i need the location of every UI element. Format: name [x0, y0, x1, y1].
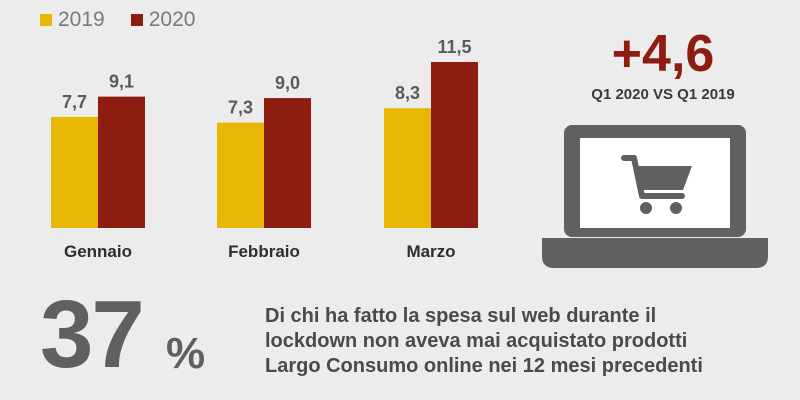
legend-label-2019: 2019 [58, 8, 105, 31]
stat-description: Di chi ha fatto la spesa sul web durante… [265, 304, 785, 379]
bar-2020-febbraio [264, 98, 311, 228]
kpi-caption: Q1 2020 VS Q1 2019 [591, 86, 735, 103]
stat-unit: % [166, 329, 206, 378]
legend-item-2019: 2019 [40, 8, 105, 32]
bar-2019-gennaio [51, 116, 98, 228]
legend-item-2020: 2020 [130, 8, 196, 32]
kpi-value: +4,6 [611, 25, 715, 83]
bar-2020-gennaio [98, 96, 145, 228]
data-label: 11,5 [437, 37, 471, 57]
legend-label-2020: 2020 [148, 8, 196, 31]
data-label: 7,7 [62, 92, 87, 112]
data-label: 8,3 [395, 83, 420, 103]
stat-description-line: Di chi ha fatto la spesa sul web durante… [265, 305, 657, 327]
bar-2019-marzo [384, 108, 431, 228]
stat-value: 37 [40, 281, 145, 388]
category-label: Gennaio [64, 242, 132, 261]
data-label: 7,3 [228, 98, 253, 118]
kpi-block: +4,6 Q1 2020 VS Q1 2019 [548, 24, 778, 103]
data-label: 9,1 [109, 72, 134, 92]
bar-chart: 7,7 9,1 Gennaio 7,3 9,0 Febbraio 8,3 11,5 Marzo [51, 37, 478, 261]
category-label: Marzo [406, 242, 455, 261]
stat-description-line: Largo Consumo online nei 12 mesi precede… [265, 355, 703, 377]
category-label: Febbraio [228, 242, 300, 261]
legend-swatch-2020 [130, 14, 143, 26]
stat-description-line: lockdown non aveva mai acquistato prodot… [265, 330, 688, 352]
laptop-shopping-cart-icon [542, 125, 768, 268]
data-label: 9,0 [275, 73, 300, 93]
bar-2020-marzo [431, 62, 478, 228]
shopping-cart-icon [621, 155, 692, 214]
chart-legend: 2019 2020 [40, 8, 195, 32]
legend-swatch-2019 [40, 14, 52, 26]
bar-2019-febbraio [217, 122, 264, 228]
